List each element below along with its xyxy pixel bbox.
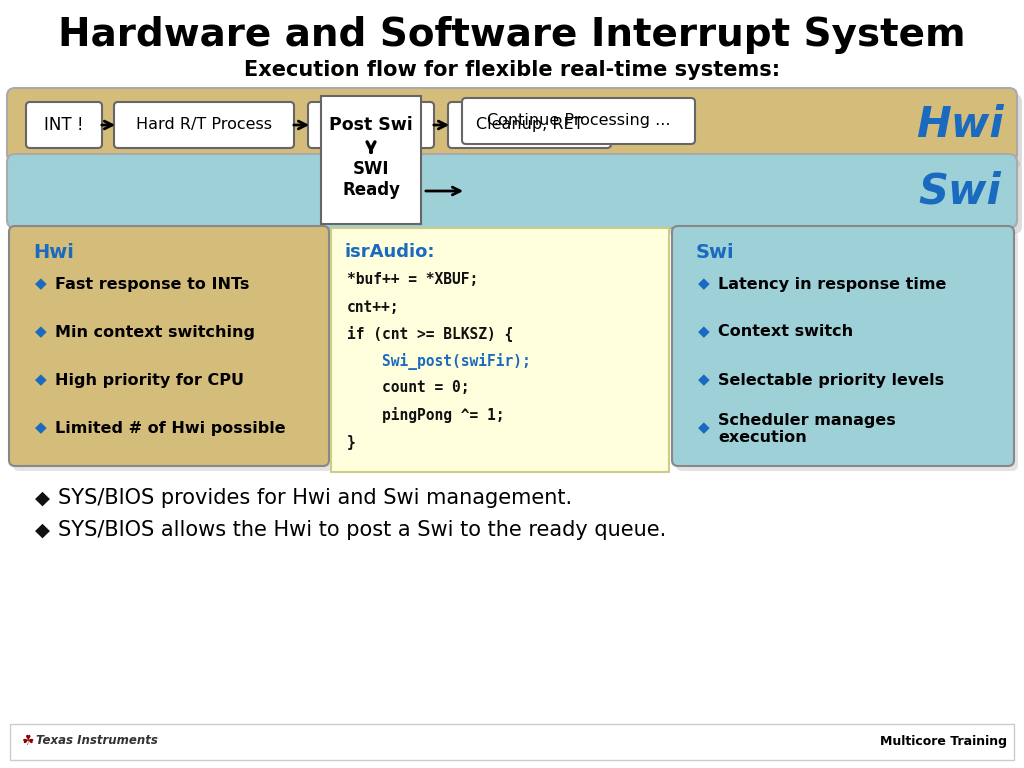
Text: Hardware and Software Interrupt System: Hardware and Software Interrupt System (58, 16, 966, 54)
Text: ◆: ◆ (35, 372, 47, 388)
Text: ◆: ◆ (698, 276, 710, 292)
Text: *buf++ = *XBUF;: *buf++ = *XBUF; (347, 273, 478, 287)
Text: Limited # of Hwi possible: Limited # of Hwi possible (55, 421, 286, 435)
Text: Latency in response time: Latency in response time (718, 276, 946, 292)
Text: ◆: ◆ (35, 488, 50, 508)
FancyBboxPatch shape (462, 98, 695, 144)
FancyBboxPatch shape (7, 154, 1017, 228)
FancyBboxPatch shape (10, 724, 1014, 760)
Text: Hwi: Hwi (33, 243, 74, 261)
Text: Selectable priority levels: Selectable priority levels (718, 372, 944, 388)
FancyBboxPatch shape (321, 96, 421, 224)
Text: INT !: INT ! (44, 116, 84, 134)
Text: SYS/BIOS provides for Hwi and Swi management.: SYS/BIOS provides for Hwi and Swi manage… (58, 488, 572, 508)
FancyBboxPatch shape (114, 102, 294, 148)
FancyBboxPatch shape (676, 231, 1018, 471)
Text: Swi: Swi (919, 170, 1001, 212)
Text: ☘: ☘ (22, 734, 35, 748)
Text: Swi: Swi (696, 243, 734, 261)
Text: isrAudio:: isrAudio: (345, 243, 435, 261)
Text: ◆: ◆ (698, 372, 710, 388)
Text: High priority for CPU: High priority for CPU (55, 372, 244, 388)
Text: cnt++;: cnt++; (347, 300, 399, 315)
Text: ◆: ◆ (35, 521, 50, 539)
Text: Scheduler manages: Scheduler manages (718, 412, 896, 428)
FancyBboxPatch shape (7, 88, 1017, 162)
Text: SYS/BIOS allows the Hwi to post a Swi to the ready queue.: SYS/BIOS allows the Hwi to post a Swi to… (58, 520, 667, 540)
Text: Cleanup, RET: Cleanup, RET (476, 118, 584, 133)
FancyBboxPatch shape (672, 226, 1014, 466)
Text: ◆: ◆ (698, 325, 710, 339)
Text: Continue Processing ...: Continue Processing ... (486, 114, 671, 128)
Text: Texas Instruments: Texas Instruments (36, 734, 158, 747)
Text: Context switch: Context switch (718, 325, 853, 339)
Text: Post Swi: Post Swi (329, 116, 413, 134)
Text: SWI
Ready: SWI Ready (342, 160, 400, 199)
Text: pingPong ^= 1;: pingPong ^= 1; (347, 407, 505, 423)
Text: Multicore Training: Multicore Training (880, 734, 1007, 747)
Text: ◆: ◆ (35, 421, 47, 435)
Text: if (cnt >= BLKSZ) {: if (cnt >= BLKSZ) { (347, 326, 513, 342)
Text: count = 0;: count = 0; (347, 380, 469, 396)
Text: execution: execution (718, 431, 807, 445)
FancyBboxPatch shape (9, 226, 329, 466)
Text: ◆: ◆ (698, 421, 710, 435)
FancyBboxPatch shape (12, 94, 1022, 168)
FancyBboxPatch shape (26, 102, 102, 148)
FancyBboxPatch shape (13, 231, 333, 471)
FancyBboxPatch shape (449, 102, 611, 148)
FancyBboxPatch shape (331, 228, 669, 472)
Text: Hwi: Hwi (916, 104, 1004, 146)
Text: Execution flow for flexible real-time systems:: Execution flow for flexible real-time sy… (244, 60, 780, 80)
FancyBboxPatch shape (308, 102, 434, 148)
Text: Fast response to INTs: Fast response to INTs (55, 276, 250, 292)
Text: Min context switching: Min context switching (55, 325, 255, 339)
Text: ◆: ◆ (35, 325, 47, 339)
Text: Swi_post(swiFir);: Swi_post(swiFir); (347, 353, 530, 369)
Text: }: } (347, 435, 355, 449)
Text: ◆: ◆ (35, 276, 47, 292)
FancyBboxPatch shape (12, 160, 1022, 234)
Text: Hard R/T Process: Hard R/T Process (136, 118, 272, 133)
